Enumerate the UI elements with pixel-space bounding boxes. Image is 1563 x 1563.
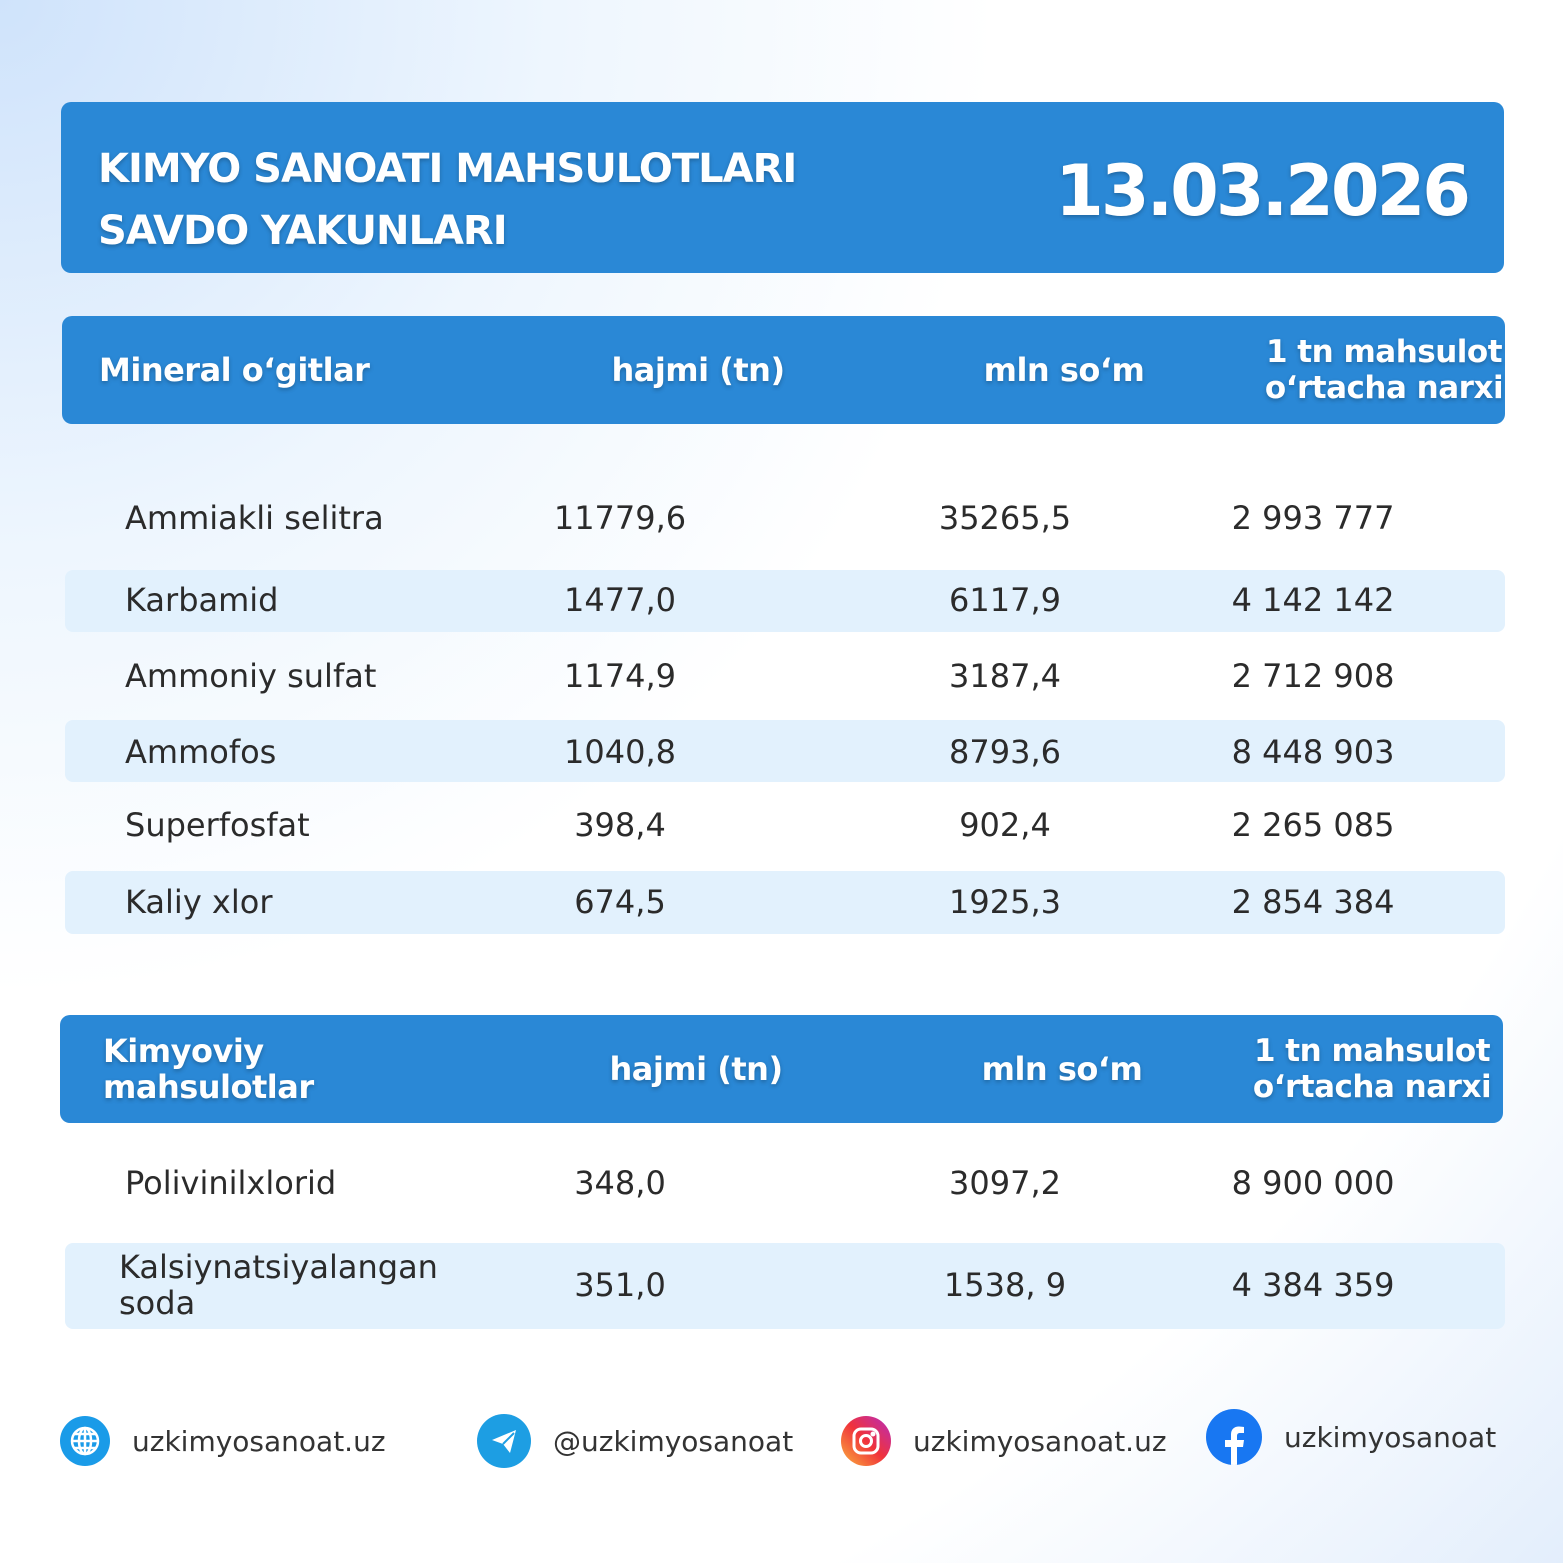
avg-price-cell: 2 993 777 <box>1231 499 1395 537</box>
avg-price-cell: 2 712 908 <box>1231 657 1395 695</box>
report-date: 13.03.2026 <box>1055 150 1471 232</box>
avg-price-cell: 2 854 384 <box>1231 883 1395 921</box>
product-name: Karbamid <box>125 581 279 619</box>
telegram-icon <box>477 1414 531 1468</box>
volume-cell: 351,0 <box>574 1266 666 1304</box>
product-name: Kalsiynatsiyalangan soda <box>119 1248 438 1322</box>
product-name: Ammoniy sulfat <box>125 657 377 695</box>
row-stripe <box>65 720 1505 782</box>
volume-cell: 1040,8 <box>564 733 676 771</box>
volume-cell: 398,4 <box>574 806 666 844</box>
product-name: Polivinilxlorid <box>125 1164 337 1202</box>
instagram-icon <box>841 1416 891 1466</box>
value-cell: 8793,6 <box>949 733 1061 771</box>
value-cell: 3187,4 <box>949 657 1061 695</box>
header-category: Kimyoviy mahsulotlar <box>103 1032 314 1106</box>
value-cell: 3097,2 <box>949 1164 1061 1202</box>
volume-cell: 674,5 <box>574 883 666 921</box>
volume-cell: 348,0 <box>574 1164 666 1202</box>
header-category: Mineral o‘gitlar <box>99 351 370 389</box>
product-name: Superfosfat <box>125 806 310 844</box>
header-value: mln so‘m <box>983 351 1145 389</box>
avg-price-cell: 4 142 142 <box>1231 581 1395 619</box>
product-name: Ammofos <box>125 733 277 771</box>
value-cell: 35265,5 <box>938 499 1072 537</box>
header-volume: hajmi (tn) <box>609 1050 783 1088</box>
value-cell: 902,4 <box>959 806 1051 844</box>
row-stripe <box>65 1243 1505 1329</box>
header-value: mln so‘m <box>981 1050 1143 1088</box>
row-stripe <box>65 871 1505 934</box>
page-title: KIMYO SANOATI MAHSULOTLARI SAVDO YAKUNLAR… <box>98 146 797 254</box>
row-stripe <box>65 570 1505 632</box>
value-cell: 1538, 9 <box>943 1266 1067 1304</box>
header-volume: hajmi (tn) <box>611 351 785 389</box>
avg-price-cell: 2 265 085 <box>1231 806 1395 844</box>
globe-icon <box>60 1416 110 1466</box>
footer-website[interactable]: uzkimyosanoat.uz <box>60 1414 386 1468</box>
table1-header: Mineral o‘gitlar hajmi (tn) mln so‘m 1 t… <box>62 316 1505 424</box>
facebook-icon <box>1206 1409 1262 1465</box>
header-avg-price: 1 tn mahsulot o‘rtacha narxi <box>1264 334 1504 406</box>
header-avg-price: 1 tn mahsulot o‘rtacha narxi <box>1252 1033 1492 1105</box>
volume-cell: 1477,0 <box>564 581 676 619</box>
value-cell: 6117,9 <box>949 581 1061 619</box>
avg-price-cell: 8 900 000 <box>1231 1164 1395 1202</box>
footer-facebook[interactable]: uzkimyosanoat <box>1206 1409 1496 1465</box>
table2-header: Kimyoviy mahsulotlar hajmi (tn) mln so‘m… <box>60 1015 1503 1123</box>
title-banner: KIMYO SANOATI MAHSULOTLARI SAVDO YAKUNLAR… <box>61 102 1504 273</box>
volume-cell: 11779,6 <box>553 499 687 537</box>
value-cell: 1925,3 <box>949 883 1061 921</box>
avg-price-cell: 8 448 903 <box>1231 733 1395 771</box>
avg-price-cell: 4 384 359 <box>1231 1266 1395 1304</box>
product-name: Ammiakli selitra <box>125 499 384 537</box>
volume-cell: 1174,9 <box>564 657 676 695</box>
footer-instagram[interactable]: uzkimyosanoat.uz <box>841 1414 1167 1468</box>
footer-telegram[interactable]: @uzkimyosanoat <box>477 1414 793 1468</box>
product-name: Kaliy xlor <box>125 883 273 921</box>
